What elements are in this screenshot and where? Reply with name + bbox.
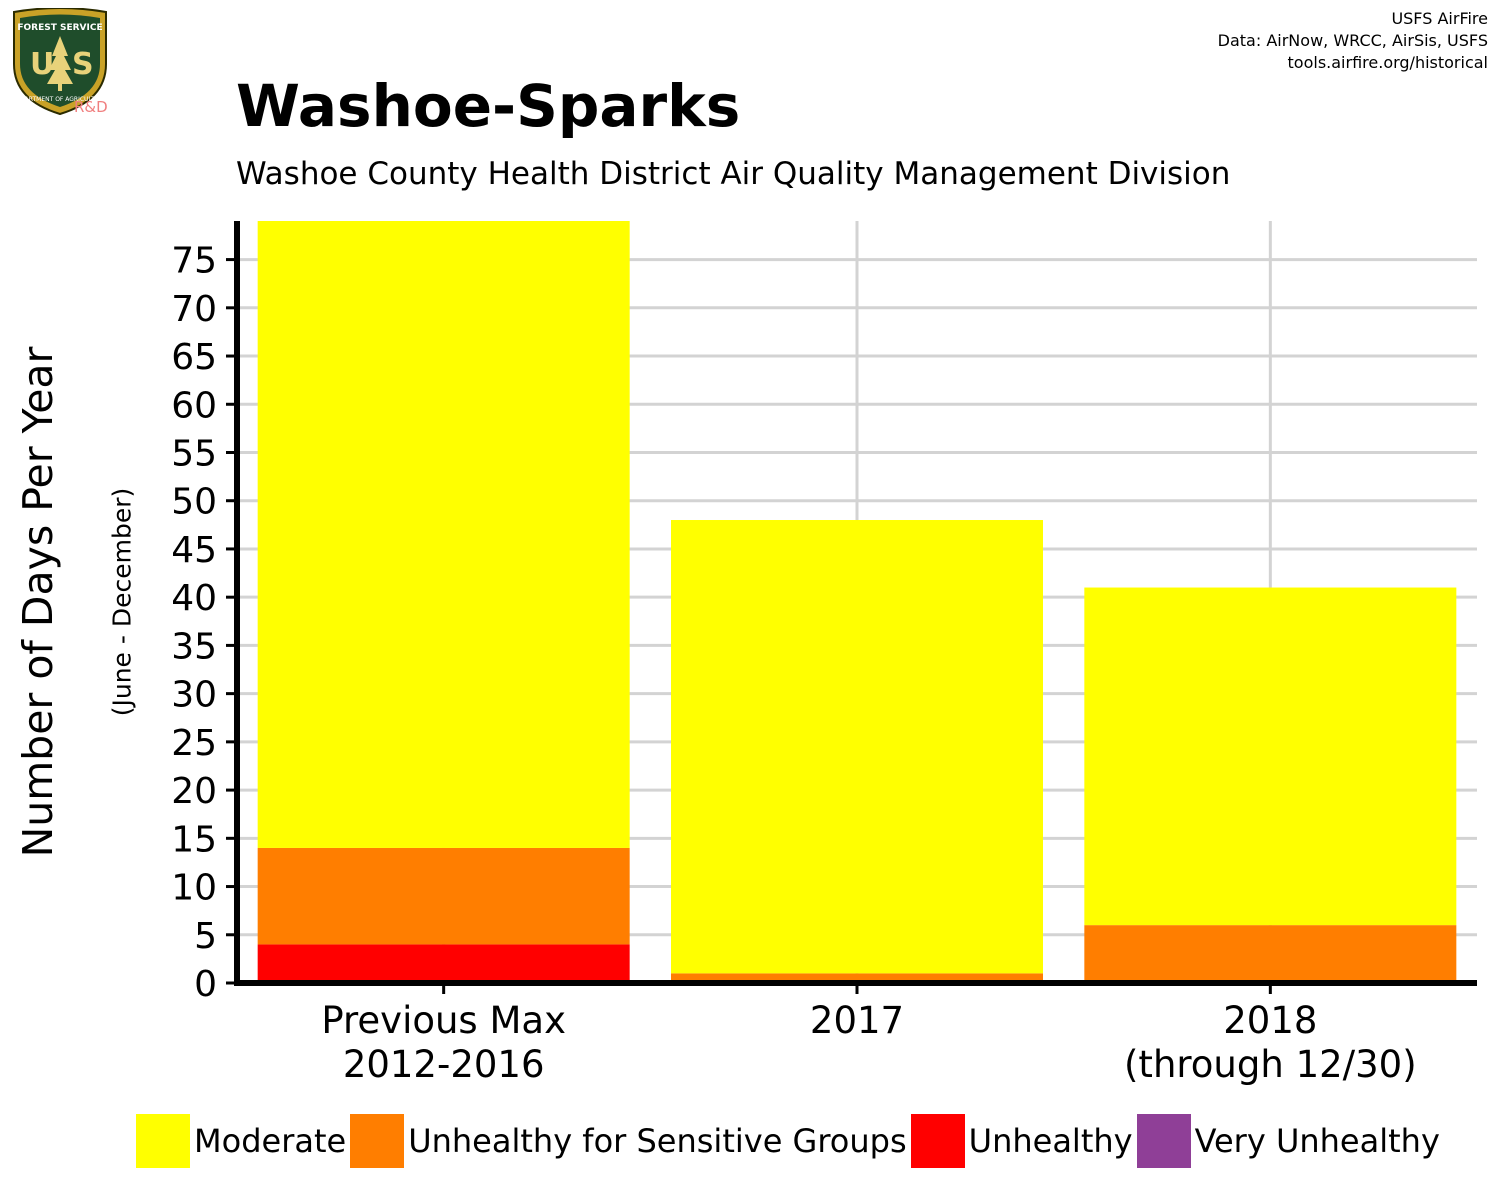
y-tick-label: 30 — [171, 675, 217, 716]
y-tick-label: 45 — [171, 530, 217, 571]
legend-label: Unhealthy — [968, 1122, 1133, 1160]
rd-tag: R&D — [74, 98, 108, 116]
bar-segment — [257, 944, 630, 983]
y-tick-label: 55 — [171, 433, 217, 474]
x-tick-label: 2017 — [810, 999, 904, 1042]
bar-segment — [1084, 587, 1457, 926]
legend-swatch — [910, 1114, 965, 1168]
bar-segment — [671, 520, 1043, 974]
bar-segment — [257, 847, 630, 945]
x-tick-label: 2012-2016 — [343, 1043, 545, 1086]
svg-text:FOREST SERVICE: FOREST SERVICE — [17, 23, 102, 33]
legend-label: Very Unhealthy — [1194, 1122, 1440, 1160]
legend-item: Moderate — [136, 1114, 346, 1168]
y-tick-label: 65 — [171, 337, 217, 378]
y-tick-label: 50 — [171, 482, 217, 523]
chart-subtitle: Washoe County Health District Air Qualit… — [236, 156, 1231, 192]
y-tick-label: 20 — [171, 771, 217, 812]
forest-service-shield-logo: FOREST SERVICE U S DEPARTMENT OF AGRICUL… — [13, 8, 107, 116]
y-tick-label: 60 — [171, 385, 217, 426]
legend-item: Unhealthy for Sensitive Groups — [350, 1114, 907, 1168]
credits: USFS AirFire Data: AirNow, WRCC, AirSis,… — [1218, 8, 1488, 74]
legend: Moderate Unhealthy for Sensitive Groups … — [136, 1114, 1444, 1168]
legend-swatch — [1136, 1114, 1191, 1168]
y-tick-label: 0 — [194, 964, 217, 1005]
y-tick-label: 10 — [171, 868, 217, 909]
bar-segment — [257, 221, 630, 848]
x-tick-label: (through 12/30) — [1124, 1043, 1417, 1086]
legend-item: Very Unhealthy — [1136, 1114, 1440, 1168]
x-tick-label: 2018 — [1223, 999, 1317, 1042]
legend-label: Moderate — [194, 1122, 347, 1160]
credit-line: tools.airfire.org/historical — [1287, 53, 1488, 72]
bar-segment — [1084, 925, 1457, 983]
x-tick-label: Previous Max — [321, 999, 566, 1042]
chart-title: Washoe-Sparks — [236, 72, 741, 140]
y-tick-label: 75 — [171, 241, 217, 282]
y-tick-label: 70 — [171, 289, 217, 330]
svg-text:U: U — [30, 47, 54, 82]
credit-line: Data: AirNow, WRCC, AirSis, USFS — [1217, 31, 1488, 50]
y-tick-label: 5 — [194, 916, 217, 957]
svg-text:DEPARTMENT OF AGRICULTURE: DEPARTMENT OF AGRICULTURE — [13, 96, 107, 103]
legend-item: Unhealthy — [910, 1114, 1133, 1168]
bar-segment — [671, 973, 1043, 983]
legend-label: Unhealthy for Sensitive Groups — [408, 1122, 907, 1160]
legend-swatch — [136, 1114, 190, 1168]
svg-text:S: S — [72, 47, 94, 82]
y-tick-label: 35 — [171, 626, 217, 667]
y-tick-label: 15 — [171, 819, 217, 860]
credit-line: USFS AirFire — [1391, 9, 1488, 28]
y-tick-label: 25 — [171, 723, 217, 764]
legend-swatch — [350, 1114, 405, 1168]
y-tick-label: 40 — [171, 578, 217, 619]
